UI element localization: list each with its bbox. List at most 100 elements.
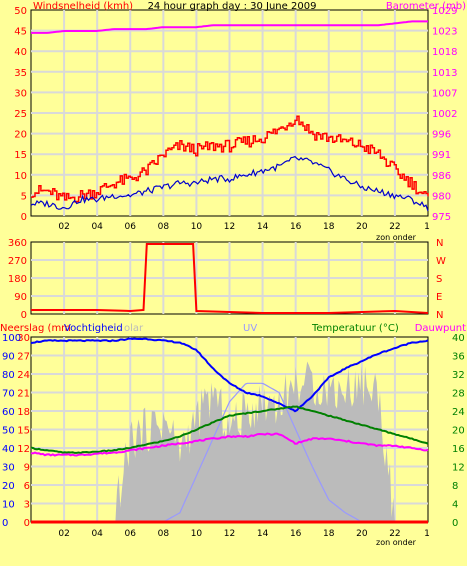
humidity-tick-label: 100 xyxy=(2,333,21,344)
wind-tick-label: 0 xyxy=(21,212,27,223)
barometer-tick-label: 975 xyxy=(432,212,451,223)
hour-tick-label: 10 xyxy=(191,529,203,539)
rain-tick-label: 27 xyxy=(17,352,30,363)
humidity-tick-label: 80 xyxy=(2,370,15,381)
hour-tick-label: 04 xyxy=(91,222,103,232)
temperature-line xyxy=(30,405,429,455)
wind-gust-line xyxy=(30,155,429,212)
solar-axis-label: olar xyxy=(124,323,144,334)
hour-tick-label: 06 xyxy=(125,222,137,232)
wind-axis-label: Windsnelheid (kmh) xyxy=(33,1,133,12)
humidity-tick-label: 50 xyxy=(2,426,15,437)
barometer-line xyxy=(31,20,428,34)
barometer-tick-label: 996 xyxy=(432,130,451,141)
wind-tick-label: 45 xyxy=(14,27,27,38)
temperature-tick-label: 24 xyxy=(452,407,465,418)
hour-tick-label: 22 xyxy=(389,222,400,232)
hour-tick-label: 20 xyxy=(356,529,368,539)
humidity-tick-label: 40 xyxy=(2,444,15,455)
temperature-tick-label: 16 xyxy=(452,444,465,455)
wind-tick-label: 35 xyxy=(14,68,27,79)
hour-tick-label: 22 xyxy=(389,529,400,539)
compass-tick-label: S xyxy=(436,274,442,285)
hour-tick-label: 14 xyxy=(257,529,269,539)
temperature-tick-label: 20 xyxy=(452,426,465,437)
direction-tick-label: 270 xyxy=(8,256,27,267)
barometer-tick-label: 1013 xyxy=(432,68,457,79)
barometer-tick-label: 986 xyxy=(432,171,451,182)
rain-tick-label: 21 xyxy=(17,389,30,400)
humidity-tick-label: 10 xyxy=(2,500,15,511)
barometer-tick-label: 1007 xyxy=(432,88,457,99)
temperature-tick-label: 36 xyxy=(452,352,465,363)
hour-tick-label: 06 xyxy=(125,529,137,539)
barometer-tick-label: 1002 xyxy=(432,109,457,120)
temperature-axis-label: Temperatuur (°C) xyxy=(311,323,399,334)
compass-tick-label: N xyxy=(436,310,443,321)
temperature-tick-label: 12 xyxy=(452,463,465,474)
rain-axis-label: Neerslag (mm xyxy=(0,323,71,334)
hour-tick-label: 18 xyxy=(323,529,335,539)
rain-tick-label: 0 xyxy=(24,518,30,529)
hour-tick-label: 02 xyxy=(58,222,69,232)
chart-title: 24 hour graph day : 30 June 2009 xyxy=(148,1,317,12)
barometer-tick-label: 1029 xyxy=(432,6,457,17)
wind-direction-line xyxy=(31,243,429,314)
hour-tick-label: 08 xyxy=(158,222,170,232)
humidity-tick-label: 30 xyxy=(2,463,15,474)
direction-tick-label: 180 xyxy=(8,274,27,285)
wind-tick-label: 40 xyxy=(14,47,27,58)
temperature-tick-label: 28 xyxy=(452,389,465,400)
hour-tick-label: 04 xyxy=(91,529,103,539)
rain-tick-label: 24 xyxy=(17,370,30,381)
wind-tick-label: 30 xyxy=(14,88,27,99)
humidity-tick-label: 20 xyxy=(2,481,15,492)
barometer-tick-label: 1018 xyxy=(432,47,457,58)
hour-tick-label: 12 xyxy=(224,222,235,232)
barometer-tick-label: 1023 xyxy=(432,27,457,38)
temperature-tick-label: 4 xyxy=(452,500,458,511)
barometer-axis-label: Barometer (mb) xyxy=(386,1,466,12)
sunset-label-top: zon onder xyxy=(376,233,417,242)
rain-tick-label: 15 xyxy=(17,426,30,437)
rain-tick-label: 6 xyxy=(24,481,30,492)
hour-tick-label: 10 xyxy=(191,222,203,232)
humidity-line xyxy=(30,337,429,413)
humidity-tick-label: 0 xyxy=(2,518,8,529)
humidity-tick-label: 90 xyxy=(2,352,15,363)
direction-tick-label: 90 xyxy=(14,292,27,303)
humidity-axis-label: Vochtigheid xyxy=(64,323,123,334)
hour-tick-label: 02 xyxy=(58,529,69,539)
hour-tick-label: 1 xyxy=(424,529,430,539)
hour-tick-label: 08 xyxy=(158,529,170,539)
hour-tick-label: 20 xyxy=(356,222,368,232)
temperature-tick-label: 8 xyxy=(452,481,458,492)
uv-axis-label: UV xyxy=(243,323,257,334)
rain-tick-label: 9 xyxy=(24,463,30,474)
hour-tick-label: 16 xyxy=(290,529,302,539)
temperature-tick-label: 0 xyxy=(452,518,458,529)
compass-tick-label: W xyxy=(436,256,446,267)
compass-tick-label: E xyxy=(436,292,442,303)
wind-tick-label: 50 xyxy=(14,6,27,17)
wind-tick-label: 20 xyxy=(14,130,27,141)
wind-speed-line xyxy=(31,115,429,203)
wind-tick-label: 15 xyxy=(14,150,27,161)
hour-tick-label: 14 xyxy=(257,222,269,232)
dewpoint-axis-label: Dauwpunt xyxy=(415,323,466,334)
compass-tick-label: N xyxy=(436,238,443,249)
rain-tick-label: 3 xyxy=(24,500,30,511)
hour-tick-label: 12 xyxy=(224,529,235,539)
axis-ticks: 5045403530252015105010291023101810131007… xyxy=(2,6,465,539)
temperature-tick-label: 40 xyxy=(452,333,465,344)
rain-tick-label: 30 xyxy=(17,333,30,344)
wind-tick-label: 10 xyxy=(14,171,27,182)
chart-marks xyxy=(30,20,429,524)
temperature-tick-label: 32 xyxy=(452,370,465,381)
dewpoint-line xyxy=(30,432,429,457)
wind-tick-label: 5 xyxy=(21,191,27,202)
wind-tick-label: 25 xyxy=(14,109,27,120)
hour-tick-label: 1 xyxy=(424,222,430,232)
rain-tick-label: 12 xyxy=(17,444,30,455)
